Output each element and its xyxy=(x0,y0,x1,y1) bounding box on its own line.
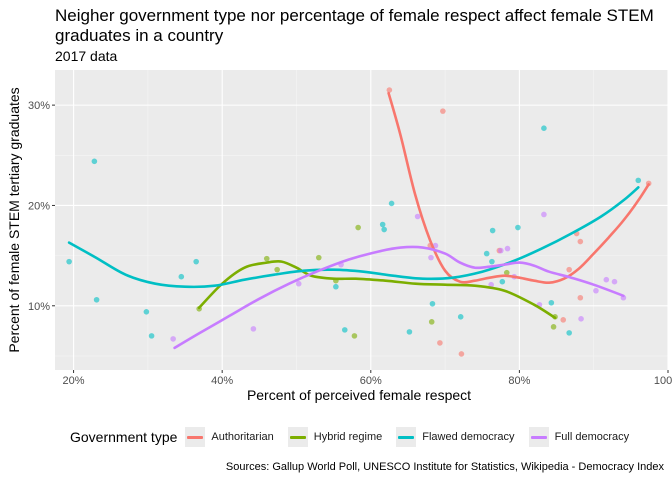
data-point xyxy=(250,326,257,332)
x-tick-label: 100% xyxy=(654,375,672,387)
data-point xyxy=(381,226,387,233)
data-point xyxy=(489,227,496,234)
data-point xyxy=(548,299,555,306)
data-point xyxy=(566,266,572,273)
legend-swatch-flawed-democracy xyxy=(398,436,415,439)
data-point xyxy=(566,330,572,336)
data-point xyxy=(541,125,547,131)
data-point xyxy=(440,108,446,114)
data-points xyxy=(66,87,652,357)
legend-key-flawed-democracy xyxy=(396,427,417,447)
legend-key-full-democracy xyxy=(528,427,549,447)
data-point xyxy=(341,327,348,333)
data-point xyxy=(560,317,567,323)
legend-label-flawed-democracy: Flawed democracy xyxy=(422,431,515,443)
data-point xyxy=(498,247,504,254)
data-point xyxy=(483,250,490,257)
data-point xyxy=(499,278,506,285)
legend-swatch-full-democracy xyxy=(530,436,547,439)
data-point xyxy=(315,254,322,261)
data-point xyxy=(489,258,495,265)
data-point xyxy=(504,245,511,252)
smooth-line-full-democracy xyxy=(173,245,625,350)
x-tick-label: 40% xyxy=(211,375,233,387)
data-point xyxy=(577,294,584,301)
x-axis-label: Percent of perceived female respect xyxy=(247,387,471,403)
data-point xyxy=(578,316,584,322)
data-point xyxy=(295,280,302,287)
data-point xyxy=(333,283,339,290)
data-point xyxy=(263,255,270,262)
legend-item-hybrid-regime: Hybrid regime xyxy=(287,427,383,447)
data-point xyxy=(603,276,610,283)
data-point xyxy=(386,87,393,93)
data-point xyxy=(541,211,547,218)
legend-swatch-authoritarian xyxy=(187,436,204,439)
data-point xyxy=(457,314,464,320)
legend: Government type Authoritarian Hybrid reg… xyxy=(70,426,643,448)
legend-item-full-democracy: Full democracy xyxy=(528,427,630,447)
data-point xyxy=(428,254,434,261)
x-tick-label: 80% xyxy=(508,375,530,387)
smooth-line-flawed-democracy xyxy=(67,186,640,289)
y-tick-label: 10% xyxy=(28,301,50,313)
data-point xyxy=(148,333,155,339)
data-point xyxy=(406,329,413,335)
data-point xyxy=(428,319,435,325)
data-point xyxy=(355,224,361,231)
smooth-line-authoritarian xyxy=(387,91,650,285)
data-point xyxy=(437,340,443,346)
data-point xyxy=(178,273,185,280)
data-point xyxy=(550,324,557,330)
data-point xyxy=(593,287,599,294)
chart-caption: Sources: Gallup World Poll, UNESCO Insti… xyxy=(225,461,664,473)
data-point xyxy=(488,281,494,288)
data-point xyxy=(379,221,386,228)
x-tick-label: 60% xyxy=(360,375,382,387)
y-tick-label: 20% xyxy=(28,200,50,212)
data-point xyxy=(143,309,150,315)
legend-label-hybrid-regime: Hybrid regime xyxy=(313,431,383,443)
legend-item-flawed-democracy: Flawed democracy xyxy=(396,427,515,447)
data-point xyxy=(635,177,642,184)
data-point xyxy=(429,300,436,307)
legend-key-hybrid-regime xyxy=(287,427,308,447)
legend-title: Government type xyxy=(70,429,178,445)
y-tick-label: 30% xyxy=(28,100,50,112)
data-point xyxy=(503,269,510,276)
data-point xyxy=(91,158,98,165)
data-point xyxy=(193,258,199,265)
plot-panel xyxy=(55,70,668,370)
data-point xyxy=(611,278,618,285)
data-point xyxy=(515,224,521,231)
chart-title: Neigher government type nor percentage o… xyxy=(55,6,654,45)
x-tick-label: 20% xyxy=(63,375,85,387)
chart-subtitle: 2017 data xyxy=(55,48,118,64)
data-point xyxy=(577,238,584,245)
smooth-line-hybrid-regime xyxy=(197,259,557,320)
data-point xyxy=(274,266,280,273)
legend-label-authoritarian: Authoritarian xyxy=(211,431,274,443)
legend-key-authoritarian xyxy=(185,427,206,447)
data-point xyxy=(93,296,100,303)
legend-label-full-democracy: Full democracy xyxy=(554,431,630,443)
data-point xyxy=(388,200,395,207)
legend-item-authoritarian: Authoritarian xyxy=(185,427,274,447)
axes: 20% 40% 60% 80% 100% 10% 20% 30% xyxy=(28,100,672,387)
data-point xyxy=(414,213,421,220)
y-axis-label: Percent of female STEM tertiary graduate… xyxy=(6,87,22,352)
data-point xyxy=(458,351,465,357)
data-point xyxy=(170,336,176,342)
smooth-lines xyxy=(67,91,650,350)
legend-swatch-hybrid-regime xyxy=(289,436,306,439)
data-point xyxy=(351,333,358,339)
data-point xyxy=(66,258,72,265)
